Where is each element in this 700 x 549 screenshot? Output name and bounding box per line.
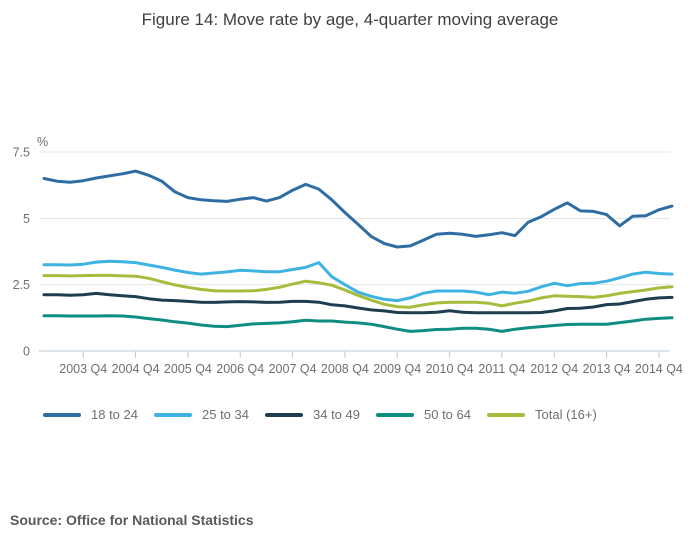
y-tick-label: 5 <box>23 212 30 226</box>
chart-legend: 18 to 24 25 to 34 34 to 49 50 to 64 Total (1… <box>43 407 597 422</box>
legend-swatch-total-16 <box>487 412 525 417</box>
series-line-total-16 <box>42 273 674 309</box>
chart-title: Figure 14: Move rate by age, 4-quarter m… <box>141 10 559 29</box>
series-line-34-to-49 <box>42 291 674 315</box>
y-tick-label: 0 <box>23 345 30 359</box>
legend-label-50-to-64: 50 to 64 <box>424 407 471 422</box>
y-axis: 0 2.5 5 7.5% <box>13 135 49 359</box>
x-tick-label: 2004 Q4 <box>112 362 160 376</box>
x-tick-label: 2012 Q4 <box>530 362 578 376</box>
legend-swatch-25-to-34 <box>154 412 192 417</box>
line-chart: 2003 Q4 2004 Q4 2005 Q4 2006 Q4 2007 Q4 2008 … <box>13 135 683 376</box>
legend-label-18-to-24: 18 to 24 <box>91 407 138 422</box>
x-tick-label: 2013 Q4 <box>583 362 631 376</box>
legend-item-18-to-24: 18 to 24 <box>43 407 138 422</box>
x-tick-label: 2011 Q4 <box>478 362 525 376</box>
legend-label-total-16: Total (16+) <box>535 407 597 422</box>
legend-item-34-to-49: 34 to 49 <box>265 407 360 422</box>
series-line-25-to-34 <box>42 259 674 303</box>
x-tick-label: 2008 Q4 <box>321 362 369 376</box>
x-tick-label: 2010 Q4 <box>426 362 474 376</box>
x-tick-label: 2005 Q4 <box>164 362 212 376</box>
x-tick-label: 2009 Q4 <box>373 362 421 376</box>
y-tick-label: 2.5 <box>13 278 30 292</box>
x-tick-label: 2003 Q4 <box>59 362 107 376</box>
x-tick-label: 2014 Q4 <box>635 362 683 376</box>
legend-swatch-18-to-24 <box>43 412 81 417</box>
legend-swatch-34-to-49 <box>265 412 303 417</box>
x-tick-label: 2006 Q4 <box>216 362 264 376</box>
legend-item-total-16: Total (16+) <box>487 407 597 422</box>
series-line-50-to-64 <box>42 314 674 333</box>
legend-label-34-to-49: 34 to 49 <box>313 407 360 422</box>
legend-label-25-to-34: 25 to 34 <box>202 407 249 422</box>
legend-swatch-50-to-64 <box>376 412 414 417</box>
x-tick-label: 2007 Q4 <box>269 362 317 376</box>
y-tick-label: 7.5 <box>13 146 30 160</box>
source-note: Source: Office for National Statistics <box>10 512 254 528</box>
legend-item-50-to-64: 50 to 64 <box>376 407 471 422</box>
y-axis-unit-label: % <box>37 135 48 149</box>
legend-item-25-to-34: 25 to 34 <box>154 407 249 422</box>
series-line-18-to-24 <box>42 169 674 249</box>
x-axis: 2003 Q4 2004 Q4 2005 Q4 2006 Q4 2007 Q4 2008 … <box>39 350 683 376</box>
